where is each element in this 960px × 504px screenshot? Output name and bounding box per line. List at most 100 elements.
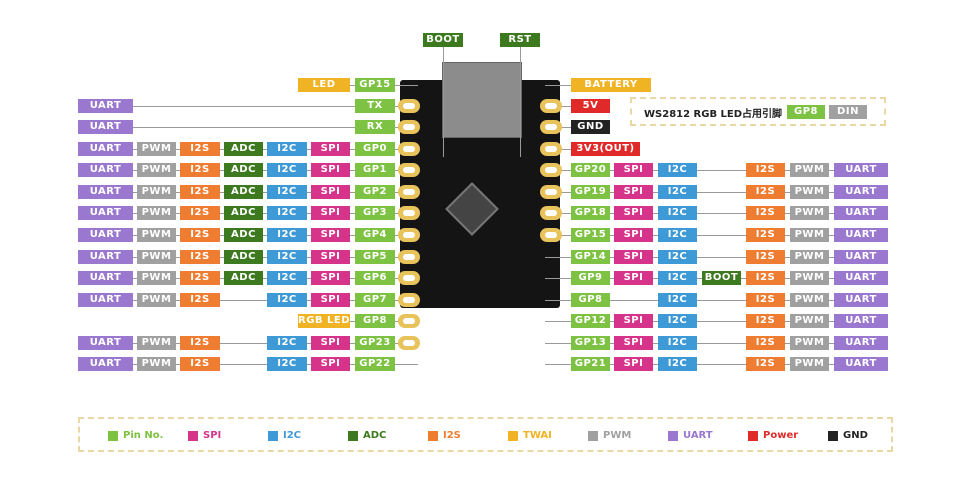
- pin-label-pin: GP4: [355, 228, 395, 242]
- leader-line: [545, 364, 888, 365]
- pin-pad: [398, 142, 420, 156]
- pin-label-pwm: PWM: [137, 336, 176, 350]
- pin-label-uart: UART: [78, 250, 133, 264]
- legend-swatch: [668, 430, 678, 441]
- pin-label-pin: GP18: [571, 206, 610, 220]
- pin-label-i2c: I2C: [658, 336, 697, 350]
- pin-label-pwm: PWM: [137, 185, 176, 199]
- pin-label-spi: SPI: [311, 250, 350, 264]
- pin-label-i2s: I2S: [180, 142, 220, 156]
- pin-label-i2s: I2S: [746, 336, 785, 350]
- pin-label-power: 5V: [571, 99, 610, 113]
- pin-label-uart: UART: [834, 357, 888, 371]
- pin-label-i2s: I2S: [746, 293, 785, 307]
- legend-swatch: [428, 430, 438, 441]
- leader-line: [78, 127, 418, 128]
- legend-label: Power: [763, 430, 799, 441]
- pin-label-twai: LED: [298, 78, 350, 92]
- pin-label-pwm: PWM: [137, 293, 176, 307]
- pin-label-i2s: I2S: [180, 271, 220, 285]
- pin-label-i2c: I2C: [267, 228, 307, 242]
- pin-label-spi: SPI: [614, 336, 653, 350]
- pin-label-pin: GP3: [355, 206, 395, 220]
- pin-label-uart: UART: [78, 271, 133, 285]
- pin-label-spi: SPI: [311, 228, 350, 242]
- leader-line: [545, 257, 888, 258]
- pin-label-uart: UART: [78, 228, 133, 242]
- legend-swatch: [348, 430, 358, 441]
- pin-label-i2c: I2C: [267, 357, 307, 371]
- legend-label: PWM: [603, 430, 632, 441]
- pin-label-pin: TX: [355, 99, 395, 113]
- pin-label-pwm: PWM: [137, 250, 176, 264]
- leader-line: [545, 300, 888, 301]
- pin-pad: [540, 185, 562, 199]
- pin-label-adc: ADC: [224, 163, 263, 177]
- rst-leader: [520, 47, 521, 157]
- legend-label: Pin No.: [123, 430, 164, 441]
- legend-item-power: Power: [748, 430, 798, 441]
- pin-label-adc: BOOT: [702, 271, 741, 285]
- legend-label: SPI: [203, 430, 222, 441]
- pin-label-uart: UART: [78, 99, 133, 113]
- pin-pad: [398, 314, 420, 328]
- rst-label: RST: [500, 33, 540, 47]
- pin-label-twai: RGB LED: [298, 314, 351, 328]
- pin-label-spi: SPI: [311, 293, 350, 307]
- ws2812-note: WS2812 RGB LED占用引脚 GP8 DIN: [630, 97, 886, 126]
- pin-label-spi: SPI: [614, 163, 653, 177]
- pin-label-i2c: I2C: [658, 250, 697, 264]
- leader-line: [545, 192, 888, 193]
- pin-label-i2c: I2C: [267, 142, 307, 156]
- pin-label-i2c: I2C: [658, 163, 697, 177]
- pin-label-pwm: PWM: [790, 357, 829, 371]
- pin-pad: [540, 142, 562, 156]
- pin-label-pin: GP8: [571, 293, 610, 307]
- pin-label-uart: UART: [78, 185, 133, 199]
- ws2812-pin: GP8: [787, 105, 825, 119]
- leader-line: [545, 321, 888, 322]
- pin-label-pin: GP19: [571, 185, 610, 199]
- leader-line: [78, 106, 418, 107]
- legend-label: TWAI: [523, 430, 552, 441]
- pin-label-uart: UART: [834, 336, 888, 350]
- pin-pad: [540, 99, 562, 113]
- pin-label-spi: SPI: [311, 357, 350, 371]
- pin-label-twai: BATTERY LED: [571, 78, 651, 104]
- legend-item-uart: UART: [668, 430, 713, 441]
- pin-label-uart: UART: [834, 185, 888, 199]
- pin-label-spi: SPI: [311, 185, 350, 199]
- pin-label-uart: UART: [78, 336, 133, 350]
- pin-label-pin: GP12: [571, 314, 610, 328]
- pin-label-pin: GP5: [355, 250, 395, 264]
- leader-line: [545, 343, 888, 344]
- pin-label-i2s: I2S: [180, 293, 220, 307]
- pin-label-spi: SPI: [614, 250, 653, 264]
- legend-item-i2c: I2C: [268, 430, 301, 441]
- pin-label-pwm: PWM: [790, 314, 829, 328]
- pin-label-uart: UART: [78, 293, 133, 307]
- pin-label-pwm: PWM: [790, 293, 829, 307]
- boot-label: BOOT: [423, 33, 463, 47]
- leader-line: [545, 235, 888, 236]
- legend-swatch: [268, 430, 278, 441]
- usb-c-connector: [442, 62, 522, 138]
- pin-label-pin: GP1: [355, 163, 395, 177]
- pin-pad: [398, 336, 420, 350]
- pin-label-i2c: I2C: [658, 206, 697, 220]
- leader-line: [545, 170, 888, 171]
- pin-label-pwm: PWM: [137, 206, 176, 220]
- pin-pad: [398, 163, 420, 177]
- legend-swatch: [108, 430, 118, 441]
- legend-label: GND: [843, 430, 868, 441]
- pin-label-i2s: I2S: [746, 163, 785, 177]
- pin-label-i2s: I2S: [180, 185, 220, 199]
- pin-label-spi: SPI: [311, 336, 350, 350]
- pin-label-uart: UART: [78, 142, 133, 156]
- pin-label-pin: GP20: [571, 163, 610, 177]
- pin-label-pwm: PWM: [137, 163, 176, 177]
- pin-label-uart: UART: [834, 314, 888, 328]
- legend-item-pin: Pin No.: [108, 430, 163, 441]
- pin-label-pwm: PWM: [790, 206, 829, 220]
